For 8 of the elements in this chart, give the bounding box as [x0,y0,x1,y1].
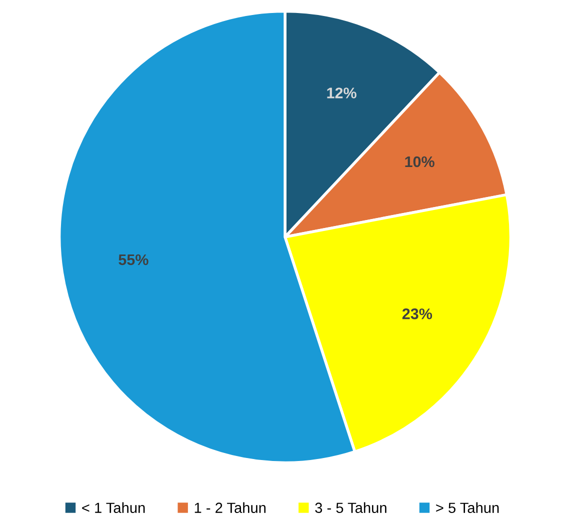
legend-label: < 1 Tahun [82,502,145,513]
data-label: 23% [402,308,432,320]
legend-label: 1 - 2 Tahun [194,502,266,513]
data-label: 55% [118,254,148,266]
legend-label: > 5 Tahun [436,502,499,513]
data-label: 12% [327,88,356,98]
legend-label: 3 - 5 Tahun [315,502,386,513]
data-label: 10% [405,156,434,168]
